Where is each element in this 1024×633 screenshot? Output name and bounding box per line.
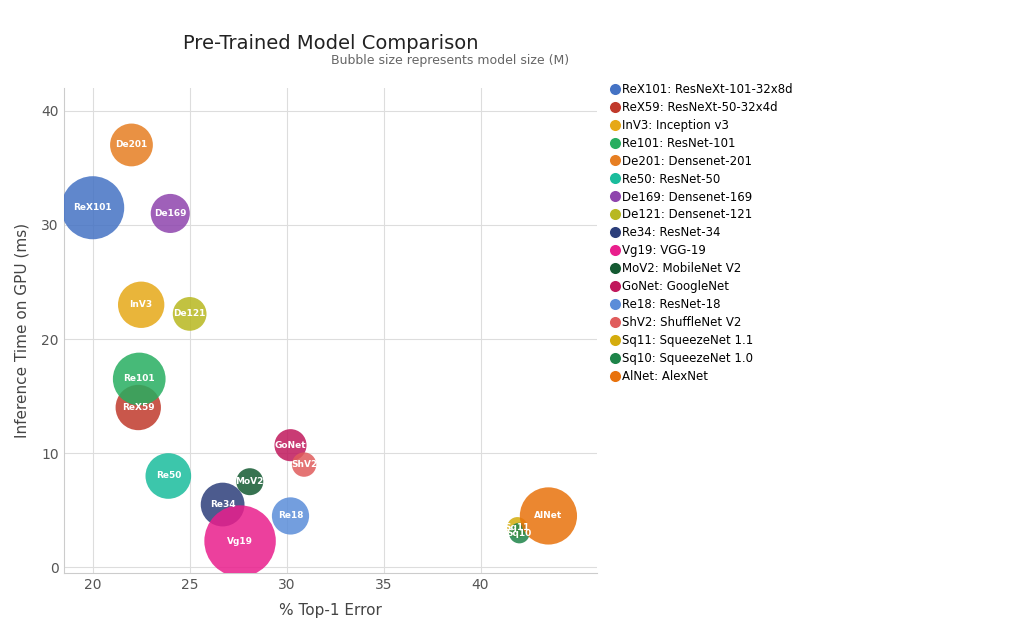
Text: De169: De169	[154, 209, 186, 218]
Text: Bubble size represents model size (M): Bubble size represents model size (M)	[332, 54, 569, 67]
Point	[162, 208, 178, 218]
Point	[160, 471, 176, 481]
Point	[283, 511, 299, 521]
Point	[296, 460, 312, 470]
Text: InV3: InV3	[130, 300, 153, 310]
Text: ReX59: ReX59	[122, 403, 155, 412]
Legend: ReX101: ResNeXt-101-32x8d, ReX59: ResNeXt-50-32x4d, InV3: Inception v3, Re101: R: ReX101: ResNeXt-101-32x8d, ReX59: ResNeX…	[608, 79, 797, 387]
Text: Sq11: Sq11	[505, 523, 530, 532]
Text: Re34: Re34	[210, 500, 236, 509]
Text: Sq10: Sq10	[507, 529, 531, 537]
Y-axis label: Inference Time on GPU (ms): Inference Time on GPU (ms)	[15, 223, 30, 438]
Point	[181, 309, 198, 319]
Point	[511, 528, 527, 538]
Point	[85, 203, 101, 213]
Point	[541, 511, 557, 521]
Text: MoV2: MoV2	[236, 477, 264, 486]
Text: Vg19: Vg19	[227, 537, 253, 546]
Text: Re50: Re50	[156, 472, 181, 480]
Text: GoNet: GoNet	[274, 441, 306, 449]
Point	[133, 299, 150, 310]
Text: De201: De201	[116, 141, 147, 149]
Title: Pre-Trained Model Comparison: Pre-Trained Model Comparison	[182, 34, 478, 53]
Point	[242, 477, 258, 487]
Text: Re18: Re18	[278, 511, 303, 520]
Text: ReX101: ReX101	[74, 203, 112, 212]
Point	[231, 536, 248, 546]
Text: De121: De121	[173, 310, 206, 318]
Text: ShV2: ShV2	[291, 460, 317, 469]
Text: AlNet: AlNet	[535, 511, 562, 520]
Text: Re101: Re101	[124, 375, 155, 384]
Point	[123, 140, 139, 150]
Point	[131, 374, 147, 384]
X-axis label: % Top-1 Error: % Top-1 Error	[279, 603, 382, 618]
Point	[214, 499, 230, 510]
Point	[283, 440, 299, 450]
Point	[130, 403, 146, 413]
Point	[509, 522, 525, 532]
